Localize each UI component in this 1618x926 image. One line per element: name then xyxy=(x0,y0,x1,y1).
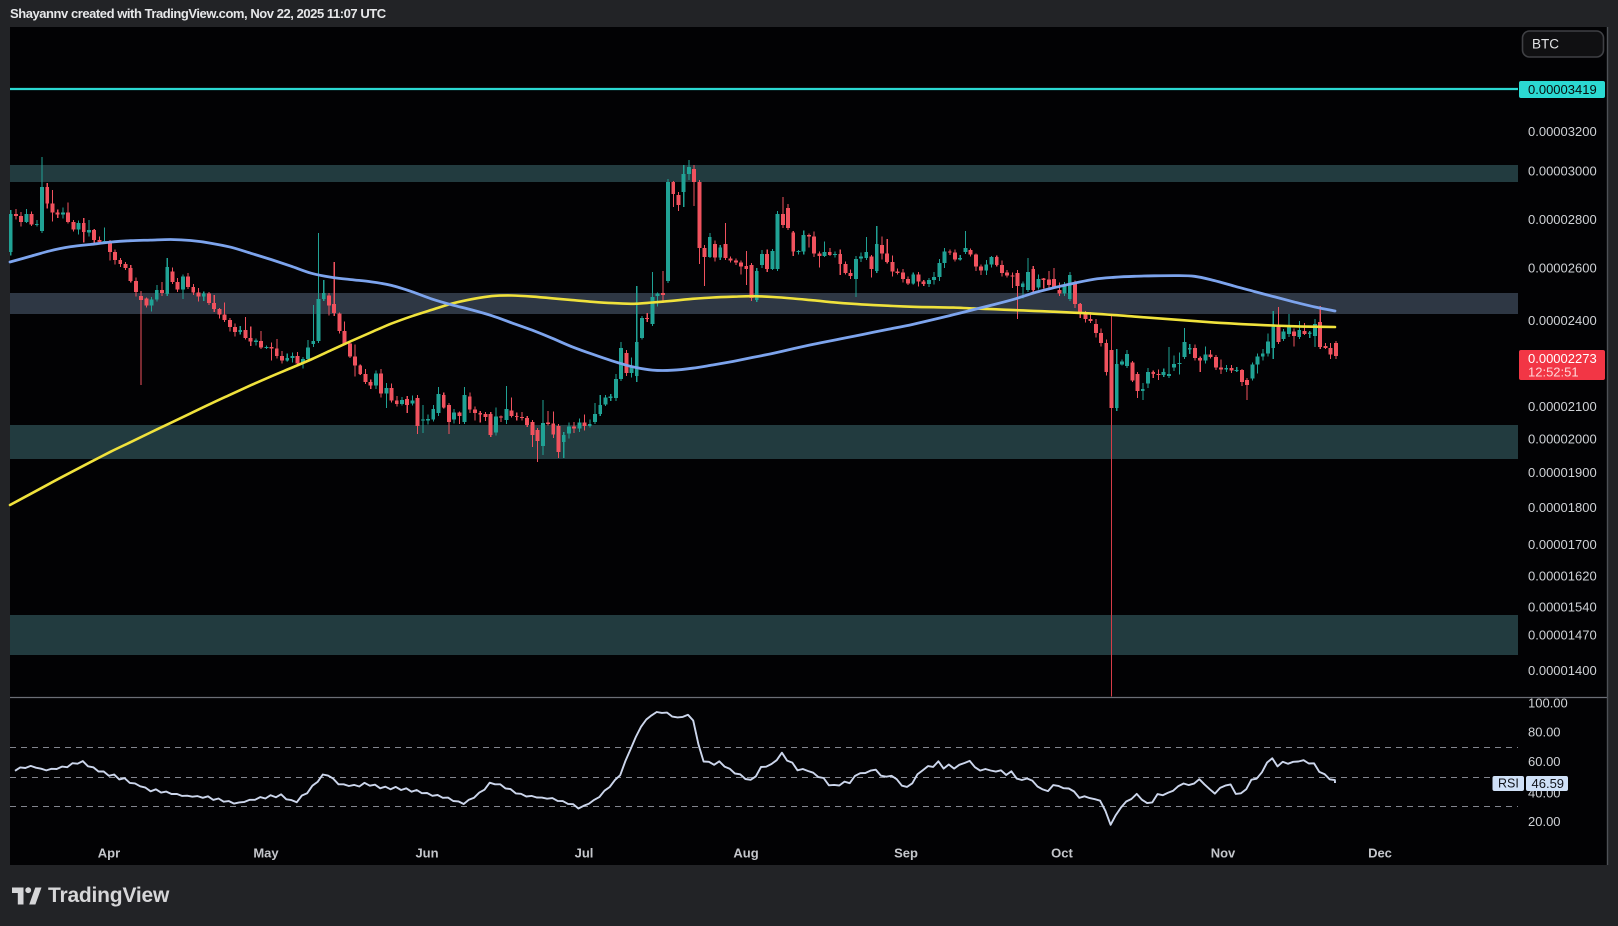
svg-text:0.00003200: 0.00003200 xyxy=(1528,124,1597,139)
svg-text:0.00003419: 0.00003419 xyxy=(1528,82,1597,97)
svg-text:0.00002273: 0.00002273 xyxy=(1528,351,1597,366)
svg-text:Dec: Dec xyxy=(1368,846,1392,861)
svg-text:0.00002600: 0.00002600 xyxy=(1528,261,1597,276)
svg-text:Jul: Jul xyxy=(575,846,594,861)
svg-text:0.00001700: 0.00001700 xyxy=(1528,537,1597,552)
svg-text:0.00001800: 0.00001800 xyxy=(1528,500,1597,515)
svg-text:Nov: Nov xyxy=(1211,846,1236,861)
svg-text:12:52:51: 12:52:51 xyxy=(1528,365,1579,380)
svg-text:Apr: Apr xyxy=(98,846,120,861)
svg-text:0.00001900: 0.00001900 xyxy=(1528,465,1597,480)
svg-text:0.00001400: 0.00001400 xyxy=(1528,663,1597,678)
svg-text:Oct: Oct xyxy=(1051,846,1073,861)
svg-text:60.00: 60.00 xyxy=(1528,754,1561,769)
svg-text:0.00001470: 0.00001470 xyxy=(1528,628,1597,643)
svg-text:0.00002400: 0.00002400 xyxy=(1528,313,1597,328)
svg-text:0.00002100: 0.00002100 xyxy=(1528,399,1597,414)
svg-text:0.00001540: 0.00001540 xyxy=(1528,600,1597,615)
svg-text:RSI: RSI xyxy=(1498,777,1519,791)
svg-text:0.00002800: 0.00002800 xyxy=(1528,212,1597,227)
svg-text:Aug: Aug xyxy=(733,846,758,861)
svg-text:100.00: 100.00 xyxy=(1528,696,1568,711)
svg-text:May: May xyxy=(253,846,279,861)
svg-text:46.59: 46.59 xyxy=(1532,776,1565,791)
svg-text:Sep: Sep xyxy=(894,846,918,861)
svg-text:0.00002000: 0.00002000 xyxy=(1528,432,1597,447)
svg-text:0.00003000: 0.00003000 xyxy=(1528,164,1597,179)
svg-text:80.00: 80.00 xyxy=(1528,725,1561,740)
svg-text:Jun: Jun xyxy=(415,846,438,861)
svg-text:20.00: 20.00 xyxy=(1528,814,1561,829)
svg-text:BTC: BTC xyxy=(1532,37,1559,52)
svg-text:0.00001620: 0.00001620 xyxy=(1528,569,1597,584)
